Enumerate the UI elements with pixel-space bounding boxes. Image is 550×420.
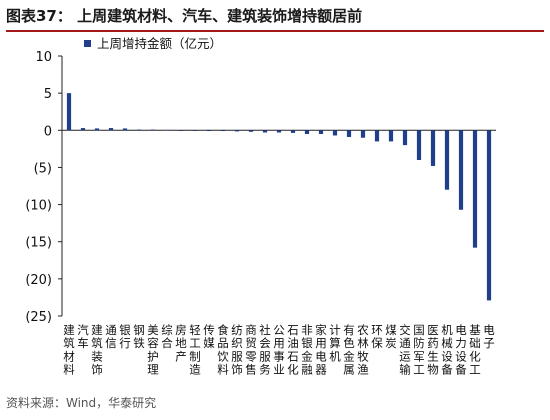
y-tick-label: (10) xyxy=(25,199,52,214)
category-label: 商贸零售 xyxy=(245,323,257,377)
bar xyxy=(472,130,478,248)
category-label: 综合 xyxy=(161,323,173,350)
bar xyxy=(164,129,170,131)
category-label: 电子 xyxy=(483,323,495,350)
bar xyxy=(248,130,254,132)
chart-title: 图表37： 上周建筑材料、汽车、建筑装饰增持额居前 xyxy=(6,7,363,25)
y-tick-label: (15) xyxy=(25,236,52,251)
legend-label: 上周增持金额（亿元） xyxy=(97,36,222,51)
axes: 10 5 0 (5) (10) (15) (20) (25) xyxy=(25,50,496,325)
bar xyxy=(374,130,380,142)
category-label: 食品饮料 xyxy=(217,323,229,377)
bar xyxy=(402,130,408,146)
y-tick-label: 10 xyxy=(35,50,52,65)
y-tick-label: 0 xyxy=(44,124,52,139)
category-label: 家用电器 xyxy=(315,323,327,377)
bar xyxy=(276,130,282,133)
category-label: 房地产 xyxy=(175,323,187,363)
category-label: 医药生物 xyxy=(427,323,439,377)
legend-swatch xyxy=(84,40,91,47)
category-label: 基础化工 xyxy=(469,323,481,377)
category-label: 社会服务 xyxy=(259,323,271,377)
bar xyxy=(262,130,268,133)
category-label: 轻工制造 xyxy=(189,323,201,377)
bar xyxy=(416,130,422,160)
bar xyxy=(234,130,240,132)
category-label: 有色金属 xyxy=(343,323,355,377)
bar xyxy=(192,130,198,131)
legend: 上周增持金额（亿元） xyxy=(84,36,222,51)
bar xyxy=(318,130,324,134)
title-rule xyxy=(6,30,544,32)
category-label: 煤炭 xyxy=(385,323,397,350)
bar xyxy=(486,130,492,301)
category-label: 计算机 xyxy=(329,323,341,363)
category-label: 交通运输 xyxy=(399,323,411,377)
bar xyxy=(332,130,338,136)
bar xyxy=(220,130,226,132)
bar xyxy=(430,130,436,166)
bar xyxy=(304,130,310,134)
bar xyxy=(122,128,128,131)
category-label: 建筑材料 xyxy=(63,323,75,377)
category-label: 非银金融 xyxy=(301,323,313,377)
bar-chart: 10 5 0 (5) (10) (15) (20) (25) 建筑材料汽车建筑装饰通信银行钢铁… xyxy=(25,36,496,377)
bar xyxy=(108,128,114,131)
y-tick-label: 5 xyxy=(44,87,52,102)
bar xyxy=(360,130,366,138)
bar xyxy=(80,128,86,131)
category-label: 银行 xyxy=(119,323,131,350)
category-label: 建筑装饰 xyxy=(91,323,103,377)
category-label: 美容护理 xyxy=(147,323,159,377)
category-label: 农林牧渔 xyxy=(357,323,369,377)
category-labels: 建筑材料汽车建筑装饰通信银行钢铁美容护理综合房地产轻工制造传媒食品饮料纺织服饰商… xyxy=(63,323,495,377)
bar xyxy=(66,93,72,131)
bar xyxy=(136,129,142,131)
bars xyxy=(66,93,492,301)
y-tick-label: (25) xyxy=(25,310,52,325)
category-label: 电力设备 xyxy=(455,323,467,377)
category-label: 机械设备 xyxy=(441,323,453,377)
y-tick-label: (20) xyxy=(25,273,52,288)
category-label: 环保 xyxy=(371,323,383,350)
category-label: 纺织服饰 xyxy=(231,323,243,377)
source-note: 资料来源：Wind，华泰研究 xyxy=(6,396,157,410)
category-label: 钢铁 xyxy=(133,323,145,350)
bar xyxy=(206,130,212,132)
bar xyxy=(178,130,184,131)
bar xyxy=(458,130,464,210)
y-tick-label: (5) xyxy=(34,161,52,176)
category-label: 国防军工 xyxy=(413,323,425,377)
category-label: 传媒 xyxy=(203,323,215,350)
bar xyxy=(444,130,450,190)
category-label: 汽车 xyxy=(77,323,89,350)
category-label: 石油石化 xyxy=(287,323,299,377)
bar xyxy=(290,130,296,133)
category-label: 通信 xyxy=(105,323,117,350)
bar xyxy=(346,130,352,137)
bar xyxy=(150,129,156,131)
category-label: 公用事业 xyxy=(273,323,285,377)
bar xyxy=(94,128,100,131)
bar xyxy=(388,130,394,142)
